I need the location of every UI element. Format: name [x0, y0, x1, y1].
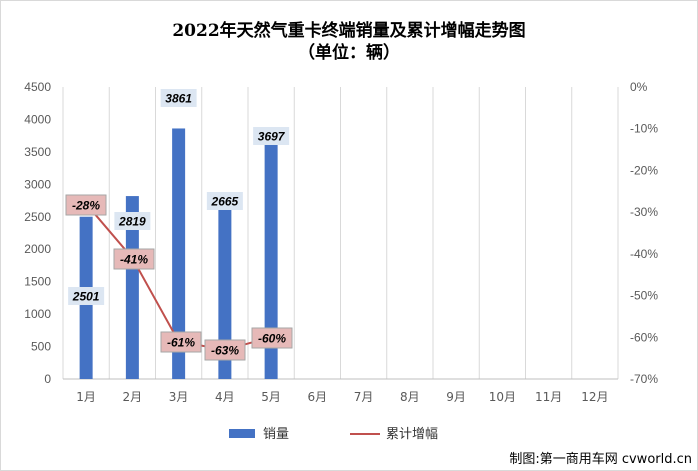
bar-sales [264, 139, 278, 379]
y-left-tick-label: 0 [44, 372, 51, 386]
y-left-tick-label: 4000 [24, 112, 51, 126]
line-data-label: -28% [72, 199, 100, 213]
credit-text: 制图:第一商用车网 cvworld.cn [509, 452, 692, 467]
bar-data-label: 3861 [165, 92, 192, 106]
line-data-label: -60% [258, 332, 286, 346]
x-tick-label: 8月 [400, 390, 420, 404]
x-tick-label: 2月 [123, 390, 143, 404]
y-left-tick-label: 4500 [24, 80, 51, 94]
y-left-tick-label: 1000 [24, 307, 51, 321]
y-right-tick-label: -50% [630, 289, 658, 303]
x-tick-label: 3月 [169, 390, 189, 404]
bar-sales [172, 128, 186, 379]
y-right-tick-label: -20% [630, 163, 658, 177]
bar-label-box [114, 212, 151, 230]
bar-label-box [68, 287, 105, 305]
y-right-tick-label: -30% [630, 205, 658, 219]
bar-data-label: 2819 [118, 215, 146, 229]
x-tick-label: 9月 [446, 390, 466, 404]
line-data-label: -63% [211, 344, 239, 358]
line-data-label: -41% [120, 253, 148, 267]
y-right-tick-label: -10% [630, 122, 658, 136]
y-left-tick-label: 2500 [24, 210, 51, 224]
line-label-box [113, 248, 155, 270]
line-data-label: -61% [167, 336, 195, 350]
y-left-tick-label: 2000 [24, 242, 51, 256]
x-tick-label: 7月 [354, 390, 374, 404]
x-tick-label: 4月 [215, 390, 235, 404]
x-tick-label: 6月 [308, 390, 328, 404]
chart-subtitle: （单位：辆） [298, 43, 400, 63]
bar-data-label: 2501 [72, 290, 100, 304]
y-right-tick-label: -60% [630, 330, 658, 344]
y-left-tick-label: 500 [31, 340, 51, 354]
legend-label-sales: 销量 [263, 427, 289, 442]
line-label-box [204, 339, 246, 361]
x-tick-label: 1月 [76, 390, 96, 404]
x-tick-label: 10月 [489, 390, 516, 404]
y-left-tick-label: 3500 [24, 145, 51, 159]
bar-label-box [253, 127, 290, 145]
chart-title: 2022年天然气重卡终端销量及累计增幅走势图 [172, 21, 526, 41]
x-tick-label: 5月 [261, 390, 281, 404]
bar-label-box [206, 192, 243, 210]
y-right-tick-label: -40% [630, 247, 658, 261]
y-left-tick-label: 3000 [24, 177, 51, 191]
legend-label-growth: 累计增幅 [386, 427, 438, 442]
x-tick-label: 11月 [535, 390, 562, 404]
line-label-box [251, 327, 293, 349]
bar-data-label: 3697 [258, 130, 286, 144]
bar-sales [125, 196, 139, 379]
y-right-tick-label: 0% [630, 80, 648, 94]
y-left-tick-label: 1500 [24, 275, 51, 289]
bar-sales [218, 206, 232, 379]
bar-label-box [160, 89, 197, 107]
y-right-tick-label: -70% [630, 372, 658, 386]
x-tick-label: 12月 [581, 390, 608, 404]
line-label-box [160, 331, 202, 353]
line-label-box [65, 194, 107, 216]
bar-data-label: 2665 [211, 195, 239, 209]
legend-swatch-sales [229, 429, 255, 438]
